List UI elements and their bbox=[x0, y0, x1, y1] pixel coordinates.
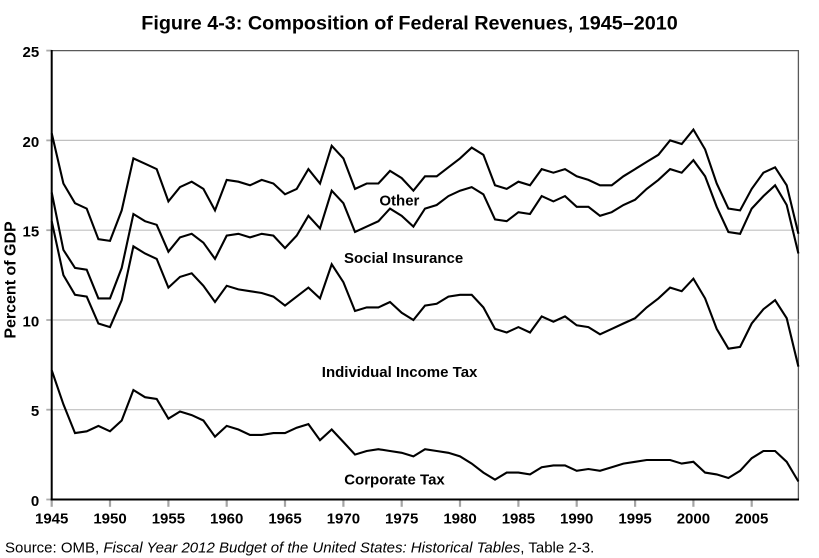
svg-text:1975: 1975 bbox=[385, 511, 418, 528]
svg-text:10: 10 bbox=[23, 313, 40, 330]
svg-text:Social Insurance: Social Insurance bbox=[344, 250, 463, 267]
svg-text:Percent of GDP: Percent of GDP bbox=[3, 221, 20, 339]
svg-text:1945: 1945 bbox=[35, 511, 68, 528]
svg-text:Source: OMB, Fiscal Year 2012: Source: OMB, Fiscal Year 2012 Budget of … bbox=[5, 540, 594, 557]
svg-text:1985: 1985 bbox=[502, 511, 535, 528]
svg-text:1950: 1950 bbox=[93, 511, 126, 528]
svg-text:15: 15 bbox=[23, 224, 40, 241]
svg-text:1980: 1980 bbox=[443, 511, 476, 528]
svg-text:1965: 1965 bbox=[268, 511, 301, 528]
svg-text:1955: 1955 bbox=[152, 511, 185, 528]
svg-text:1990: 1990 bbox=[560, 511, 593, 528]
svg-text:Other: Other bbox=[379, 193, 419, 210]
svg-text:5: 5 bbox=[31, 403, 39, 420]
svg-text:Figure 4-3: Composition of Fed: Figure 4-3: Composition of Federal Reven… bbox=[141, 13, 677, 35]
svg-text:1960: 1960 bbox=[210, 511, 243, 528]
svg-text:0: 0 bbox=[31, 493, 39, 510]
svg-text:Corporate Tax: Corporate Tax bbox=[344, 471, 445, 488]
svg-text:1970: 1970 bbox=[327, 511, 360, 528]
svg-text:25: 25 bbox=[23, 44, 40, 61]
svg-text:Individual Income Tax: Individual Income Tax bbox=[322, 364, 478, 381]
svg-text:2000: 2000 bbox=[677, 511, 710, 528]
svg-text:20: 20 bbox=[23, 134, 40, 151]
svg-text:1995: 1995 bbox=[618, 511, 651, 528]
svg-text:2005: 2005 bbox=[735, 511, 768, 528]
